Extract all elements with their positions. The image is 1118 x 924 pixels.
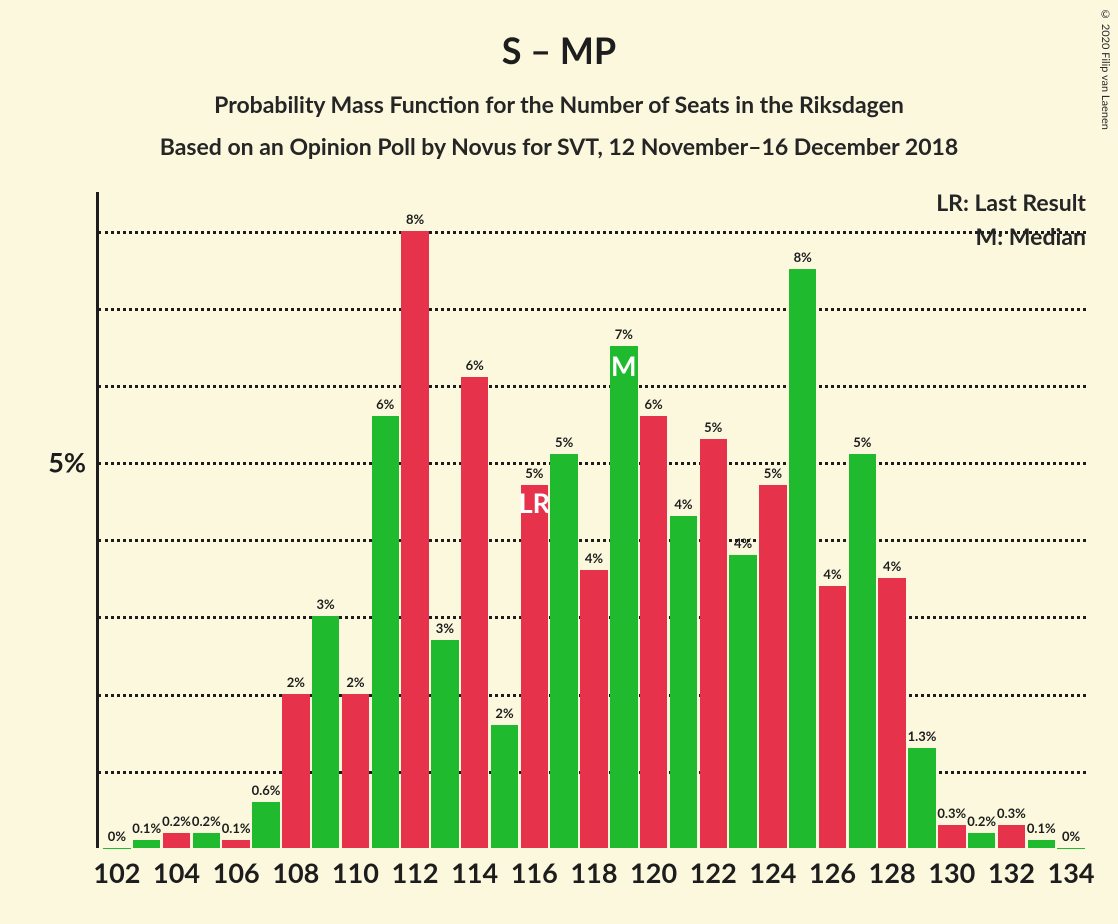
bar-slot: 4% (729, 192, 756, 848)
bar-red (878, 578, 905, 848)
plot-area: 5% 0%0.1%0.2%0.2%0.1%0.6%2%3%2%6%8%3%6%2… (96, 192, 1086, 848)
bar-green (252, 802, 279, 848)
x-tick-label: 126 (809, 856, 856, 889)
bar-slot: 6% (461, 192, 488, 848)
y-tick-label: 5% (26, 446, 86, 479)
bar-green (1057, 848, 1084, 849)
x-tick-label: 118 (571, 856, 618, 889)
x-tick-label: 130 (928, 856, 975, 889)
bar-value-label: 0% (1041, 828, 1101, 844)
legend-last-result: LR: Last Result (936, 188, 1086, 216)
bar-slot: 3% (431, 192, 458, 848)
bar-slot: 0.3% (938, 192, 965, 848)
bar-slot: 4% (580, 192, 607, 848)
x-tick-label: 112 (392, 856, 439, 889)
bar-red (282, 694, 309, 848)
x-tick-label: 122 (690, 856, 737, 889)
bar-slot: 0.1% (222, 192, 249, 848)
x-tick-label: 114 (451, 856, 498, 889)
bar-red (401, 231, 428, 848)
bar-slot: 0.2% (193, 192, 220, 848)
bar-slot: 5% (550, 192, 577, 848)
bar-slot: 0.3% (998, 192, 1025, 848)
bar-green (908, 748, 935, 848)
x-tick-label: 108 (272, 856, 319, 889)
bar-slot: 8% (401, 192, 428, 848)
bar-red (700, 439, 727, 848)
bars-area: 0%0.1%0.2%0.2%0.1%0.6%2%3%2%6%8%3%6%2%5%… (102, 192, 1086, 848)
bar-red (222, 840, 249, 848)
bar-red (461, 377, 488, 848)
x-tick-label: 132 (988, 856, 1035, 889)
bar-slot: 6% (372, 192, 399, 848)
bar-green (550, 454, 577, 848)
legend-median: M: Median (976, 222, 1086, 250)
chart-subtitle-2: Based on an Opinion Poll by Novus for SV… (0, 132, 1118, 160)
bar-slot: 0.1% (133, 192, 160, 848)
bar-green (491, 725, 518, 848)
bar-red (759, 485, 786, 848)
annotation-lr: LR (519, 486, 550, 519)
x-tick-label: 110 (332, 856, 379, 889)
bar-slot: 2% (491, 192, 518, 848)
bar-slot: 2% (342, 192, 369, 848)
bar-red (163, 833, 190, 848)
bar-slot: 5% (759, 192, 786, 848)
page-root: © 2020 Filip van Laenen S – MP Probabili… (0, 0, 1118, 924)
bar-slot: 0.1% (1028, 192, 1055, 848)
bar-slot: 8% (789, 192, 816, 848)
x-tick-label: 128 (869, 856, 916, 889)
bar-slot: 5%LR (521, 192, 548, 848)
x-tick-label: 106 (213, 856, 260, 889)
bar-slot: 0% (103, 192, 130, 848)
annotation-m: M (611, 349, 637, 382)
x-tick-label: 134 (1048, 856, 1095, 889)
bar-green (670, 516, 697, 848)
bar-slot: 4% (670, 192, 697, 848)
bar-slot: 0.6% (252, 192, 279, 848)
bar-slot: 0.2% (163, 192, 190, 848)
bar-slot: 3% (312, 192, 339, 848)
x-tick-label: 104 (153, 856, 200, 889)
bar-green (789, 269, 816, 848)
bar-red (580, 570, 607, 848)
chart-title: S – MP (0, 28, 1118, 72)
bar-slot: 6% (640, 192, 667, 848)
bar-red (819, 586, 846, 848)
bar-red (342, 694, 369, 848)
bar-green (849, 454, 876, 848)
bar-green (133, 840, 160, 848)
bar-green (372, 416, 399, 848)
x-axis-labels: 102 104 106 108 110 112 114 116 118 120 122 124 126 1… (96, 856, 1086, 896)
bar-green (729, 555, 756, 848)
bar-green (431, 640, 458, 848)
bar-green (968, 833, 995, 848)
copyright-text: © 2020 Filip van Laenen (1099, 8, 1112, 130)
bar-slot: 1.3% (908, 192, 935, 848)
bar-red (521, 485, 548, 848)
x-tick-label: 102 (93, 856, 140, 889)
bar-slot: 0% (1057, 192, 1084, 848)
chart-subtitle-1: Probability Mass Function for the Number… (0, 90, 1118, 118)
bar-slot: 2% (282, 192, 309, 848)
x-tick-label: 120 (630, 856, 677, 889)
bar-slot: 7%M (610, 192, 637, 848)
bar-slot: 5% (849, 192, 876, 848)
x-tick-label: 116 (511, 856, 558, 889)
bar-slot: 4% (878, 192, 905, 848)
bar-slot: 0.2% (968, 192, 995, 848)
bar-green (312, 616, 339, 848)
y-axis-line (96, 192, 99, 848)
x-tick-label: 124 (749, 856, 796, 889)
bar-slot: 4% (819, 192, 846, 848)
bar-green (610, 346, 637, 848)
bar-slot: 5% (700, 192, 727, 848)
bar-red (640, 416, 667, 848)
bar-green (103, 848, 130, 849)
